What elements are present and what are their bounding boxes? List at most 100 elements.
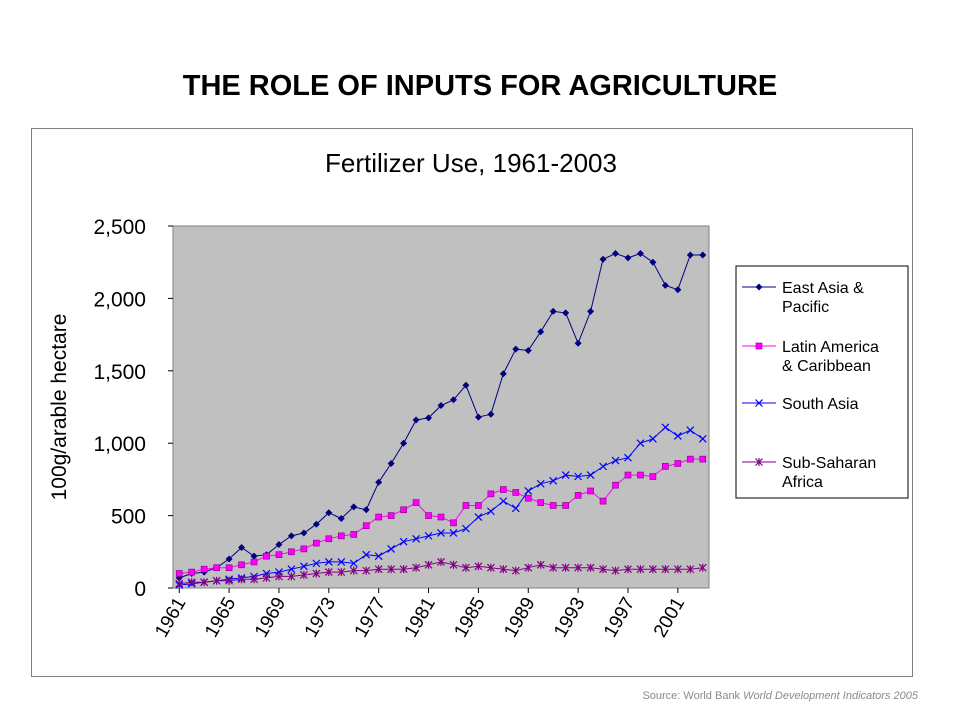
data-point-latin-america-caribbean [362,522,370,530]
data-point-south-asia [636,439,645,448]
data-point-east-asia-pacific [499,370,507,378]
x-tick-label: 1993 [550,594,589,641]
data-point-latin-america-caribbean [387,512,395,519]
legend-label-latin-america-caribbean: Latin America [782,339,879,356]
data-point-east-asia-pacific [587,307,595,315]
data-point-south-asia [449,529,458,537]
data-point-latin-america-caribbean [537,499,545,506]
data-point-latin-america-caribbean [175,570,183,577]
data-point-sub-saharan-africa [237,575,246,584]
data-point-latin-america-caribbean [512,489,520,496]
y-tick-label: 1,500 [93,361,146,384]
data-point-latin-america-caribbean [574,492,582,499]
x-tick-label: 1961 [151,594,190,641]
source-title: World Development Indicators 2005 [743,690,918,702]
slide-title: THE ROLE OF INPUTS FOR AGRICULTURE [182,70,778,102]
data-point-south-asia [462,524,470,533]
data-point-latin-america-caribbean [612,481,619,489]
data-point-east-asia-pacific [250,552,258,560]
data-point-sub-saharan-africa [374,565,383,574]
legend-marker-east-asia-pacific [755,283,763,291]
data-point-east-asia-pacific [512,345,520,353]
series-sub-saharan-africa [175,557,707,588]
data-point-sub-saharan-africa [212,576,221,585]
x-tick-label: 1981 [401,594,440,641]
data-point-south-asia [337,558,346,566]
data-point-latin-america-caribbean [225,564,233,572]
data-point-sub-saharan-africa [586,563,595,572]
data-point-latin-america-caribbean [213,564,220,572]
legend-label-east-asia-pacific: East Asia & [782,280,864,297]
data-point-latin-america-caribbean [475,502,482,509]
data-point-east-asia-pacific [699,251,707,259]
data-point-east-asia-pacific [387,459,395,467]
data-point-latin-america-caribbean [325,535,333,543]
data-point-east-asia-pacific [312,520,320,528]
y-tick-label: 0 [134,578,146,601]
legend-label-sub-saharan-africa: Sub-Saharan [782,455,876,472]
data-point-sub-saharan-africa [574,563,583,572]
data-point-east-asia-pacific [412,416,420,424]
y-axis-label: 100g/arable hectare [48,314,71,501]
x-tick-label: 1985 [450,594,489,641]
data-point-east-asia-pacific [225,555,233,563]
data-point-sub-saharan-africa [362,566,371,575]
data-point-sub-saharan-africa [599,565,607,574]
data-point-south-asia [624,453,632,462]
data-point-latin-america-caribbean [412,499,420,506]
data-point-sub-saharan-africa [175,579,184,588]
legend-marker-latin-america-caribbean [755,342,763,350]
data-point-east-asia-pacific [275,541,283,549]
data-point-east-asia-pacific [425,414,433,422]
data-point-east-asia-pacific [238,543,246,551]
x-tick-label: 1997 [600,594,639,641]
data-point-sub-saharan-africa [624,565,632,574]
data-point-sub-saharan-africa [524,563,533,572]
data-point-latin-america-caribbean [300,545,308,553]
y-tick-label: 500 [111,506,146,529]
data-point-east-asia-pacific [474,413,482,421]
data-point-east-asia-pacific [612,250,620,258]
data-point-south-asia [524,487,533,495]
data-point-sub-saharan-africa [611,566,620,575]
x-tick-label: 1973 [301,594,340,641]
data-point-latin-america-caribbean [238,561,245,569]
data-point-sub-saharan-africa [349,566,358,575]
legend-label-sub-saharan-africa: Africa [782,474,823,491]
data-point-east-asia-pacific [462,381,470,389]
y-tick-label: 1,000 [93,433,146,456]
data-point-sub-saharan-africa [698,563,707,572]
data-point-latin-america-caribbean [624,471,632,479]
data-point-east-asia-pacific [300,529,308,537]
data-point-sub-saharan-africa [511,566,520,575]
y-tick-label: 2,500 [93,216,146,239]
data-point-east-asia-pacific [599,255,607,263]
data-point-sub-saharan-africa [312,569,321,578]
legend-label-south-asia: South Asia [782,396,859,413]
legend-label-latin-america-caribbean: & Caribbean [782,358,871,375]
legend-label-east-asia-pacific: Pacific [782,299,829,316]
data-point-east-asia-pacific [574,339,582,347]
x-tick-label: 1965 [201,594,240,641]
data-point-sub-saharan-africa [549,563,558,572]
data-point-sub-saharan-africa [387,565,396,574]
data-point-latin-america-caribbean [200,565,208,573]
data-point-east-asia-pacific [362,506,370,514]
data-point-south-asia [648,434,657,443]
data-point-east-asia-pacific [337,514,345,522]
data-point-sub-saharan-africa [324,568,333,577]
data-point-latin-america-caribbean [400,506,407,514]
legend-marker-sub-saharan-africa [755,458,763,466]
data-point-sub-saharan-africa [686,565,695,574]
data-point-east-asia-pacific [325,509,333,517]
data-point-sub-saharan-africa [648,565,657,574]
data-point-latin-america-caribbean [263,552,270,560]
data-point-south-asia [486,507,495,516]
data-point-sub-saharan-africa [437,557,445,566]
data-point-sub-saharan-africa [187,578,196,587]
data-point-sub-saharan-africa [337,568,346,577]
data-point-latin-america-caribbean [288,548,295,556]
data-point-latin-america-caribbean [313,539,320,547]
data-point-latin-america-caribbean [462,502,470,509]
